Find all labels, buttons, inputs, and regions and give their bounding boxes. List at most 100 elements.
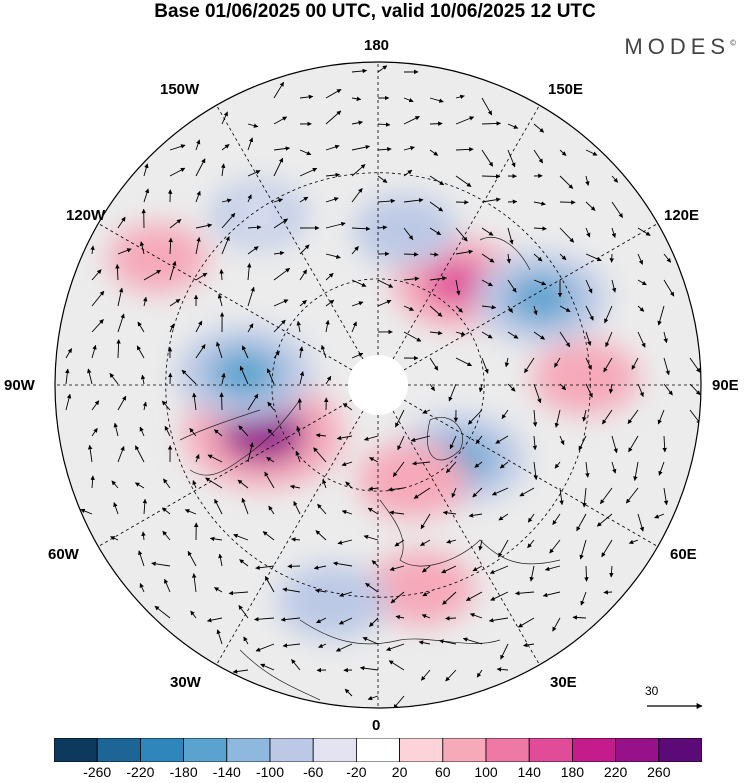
wind-vector-arrow <box>254 616 275 622</box>
wind-vector-arrow <box>247 286 255 307</box>
wind-vector-arrow <box>247 194 252 203</box>
wind-vector-arrow <box>663 331 668 344</box>
wind-vector-arrow <box>195 454 200 463</box>
wind-vector-arrow <box>506 253 511 264</box>
wind-vector-arrow <box>192 392 197 411</box>
wind-vector-arrow <box>410 435 431 442</box>
wind-vector-arrow <box>403 116 420 125</box>
wind-vector-arrow <box>351 68 368 74</box>
wind-vector-arrow <box>491 487 509 496</box>
wind-vector-arrow <box>663 279 675 297</box>
wind-vector-arrow <box>65 393 72 411</box>
wind-vector-arrow <box>247 323 254 333</box>
meridian-line <box>204 384 379 685</box>
wind-vector-arrow <box>422 409 431 414</box>
wind-vector-arrow <box>403 97 414 103</box>
wind-vector-arrow <box>628 539 639 545</box>
wind-vector-arrow <box>342 403 353 411</box>
wind-vector-arrow <box>533 279 547 286</box>
wind-vector-arrow <box>637 383 644 398</box>
wind-vector-arrow <box>241 345 249 359</box>
wind-vector-arrow <box>442 591 457 605</box>
wind-vector-arrow <box>338 617 353 625</box>
wind-vector-arrow <box>190 610 197 619</box>
wind-vector-arrow <box>247 170 261 177</box>
wind-vector-arrow <box>420 669 431 681</box>
wind-vector-arrow <box>206 617 223 623</box>
wind-vector-arrow <box>585 383 593 398</box>
wind-vector-arrow <box>585 227 591 238</box>
wind-vector-arrow <box>499 461 509 469</box>
wind-vector-arrow <box>232 669 249 674</box>
wind-vector-arrow <box>519 487 535 497</box>
wind-vector-arrow <box>377 299 392 307</box>
wind-vector-arrow <box>601 409 613 425</box>
wind-vector-arrow <box>455 357 472 367</box>
wind-vector-arrow <box>243 636 249 645</box>
wind-vector-arrow <box>299 149 312 156</box>
wind-vector-arrow <box>142 401 148 411</box>
wind-vector-arrow <box>582 409 587 422</box>
wind-vector-arrow <box>657 305 665 326</box>
wind-vector-arrow <box>628 435 639 453</box>
wind-vector-arrow <box>386 643 405 651</box>
wind-vector-arrow <box>559 383 567 391</box>
wind-vector-arrow <box>605 331 613 348</box>
wind-vector-arrow <box>507 331 519 339</box>
colorbar-swatch <box>442 738 487 762</box>
wind-vector-arrow <box>192 480 197 489</box>
wind-vector-arrow <box>169 167 186 177</box>
wind-vector-arrow <box>255 565 275 570</box>
colorbar-swatch <box>615 738 660 762</box>
wind-vector-arrow <box>455 249 474 255</box>
colorbar-tick-label: -20 <box>346 764 367 780</box>
wind-vector-arrow <box>495 435 509 444</box>
wind-vector-arrow <box>481 197 501 203</box>
wind-vector-arrow <box>266 368 275 385</box>
wind-vector-arrow <box>273 116 288 125</box>
wind-vector-arrow <box>273 81 285 99</box>
wind-vector-arrow <box>498 539 509 558</box>
wind-vector-arrow <box>476 669 483 678</box>
wind-vector-arrow <box>585 149 598 156</box>
wind-vector-arrow <box>527 539 535 549</box>
wind-vector-arrow <box>273 146 291 151</box>
wind-vector-arrow <box>389 510 405 515</box>
wind-vector-arrow <box>585 357 592 370</box>
wind-vector-arrow <box>429 305 443 317</box>
wind-vector-arrow <box>65 368 70 385</box>
wind-vector-arrow <box>143 269 162 281</box>
wind-vector-arrow <box>403 197 424 203</box>
anomaly-core <box>304 583 359 621</box>
wind-vector-arrow <box>496 667 509 672</box>
wind-vector-arrow <box>455 116 475 125</box>
wind-vector-arrow <box>139 426 145 437</box>
wind-vector-arrow <box>533 331 546 340</box>
lon-label-30e: 30E <box>550 674 577 691</box>
colorbar-tick-label: 60 <box>435 764 451 780</box>
wind-vector-arrow <box>247 123 259 128</box>
wind-vector-arrow <box>422 591 431 597</box>
wind-vector-arrow <box>195 320 203 333</box>
wind-vector-arrow <box>195 223 213 229</box>
wind-vector-arrow <box>205 477 223 489</box>
colorbar-swatch <box>269 738 314 762</box>
lon-label-120w: 120W <box>66 207 106 224</box>
wind-vector-arrow <box>299 196 309 203</box>
wind-vector-arrow <box>552 513 561 526</box>
wind-vector-arrow <box>662 435 667 453</box>
wind-vector-arrow <box>238 605 249 619</box>
wind-vector-arrow <box>351 96 362 102</box>
wind-vector-arrow <box>314 588 327 594</box>
colorbar-swatch <box>226 738 271 762</box>
wind-vector-arrow <box>368 486 379 491</box>
wind-vector-arrow <box>448 383 457 402</box>
wind-vector-arrow <box>221 111 228 125</box>
wind-vector-arrow <box>507 123 519 129</box>
wind-vector-arrow <box>658 461 665 476</box>
wind-vector-arrow <box>429 149 439 156</box>
wind-vector-arrow <box>533 201 546 206</box>
wind-vector-arrow <box>337 539 353 545</box>
wind-vector-arrow <box>90 475 95 489</box>
wind-vector-arrow <box>90 245 95 255</box>
